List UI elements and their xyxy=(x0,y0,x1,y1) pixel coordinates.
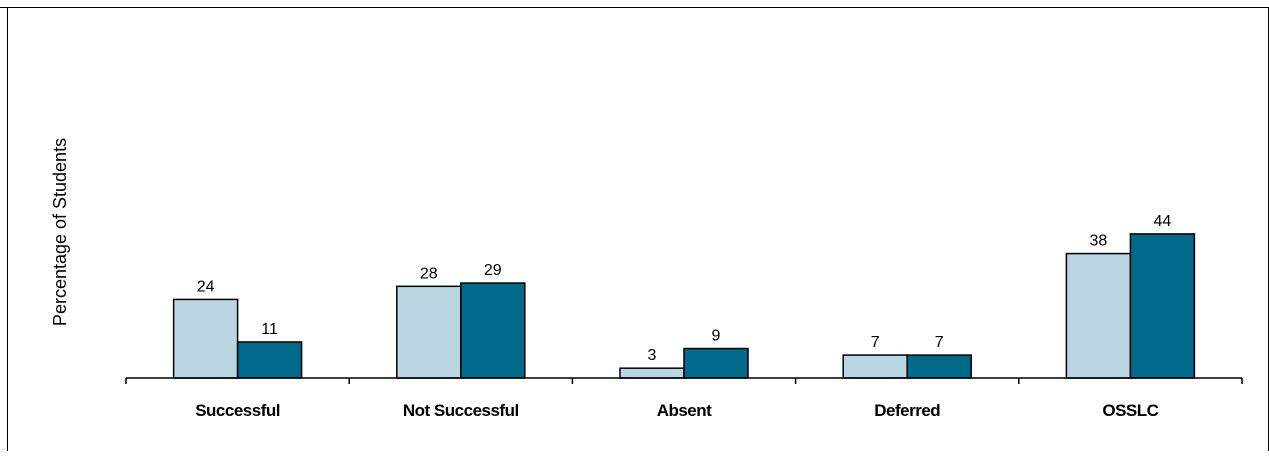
bar-absent-series-1 xyxy=(619,367,685,379)
bar-absent-series-2 xyxy=(683,347,749,379)
category-label: Successful xyxy=(195,401,280,420)
category-label: Absent xyxy=(657,401,712,420)
value-label: 9 xyxy=(712,328,721,345)
value-label: 28 xyxy=(420,265,438,282)
bar-successful-series-2 xyxy=(236,341,303,379)
x-axis: Successful Not Successful Absent Deferred OS… xyxy=(125,377,1243,420)
value-label: 38 xyxy=(1090,233,1108,250)
value-label: 44 xyxy=(1154,213,1172,230)
bar-deferred-series-1 xyxy=(842,354,908,379)
value-label: 7 xyxy=(871,334,880,351)
bar-osslc-series-1 xyxy=(1065,252,1132,379)
value-label: 7 xyxy=(935,334,944,351)
value-label: 29 xyxy=(484,262,502,279)
bars-layer xyxy=(172,233,1196,379)
bar-not-successful-series-1 xyxy=(396,285,462,379)
bar-osslc-series-2 xyxy=(1129,233,1196,379)
category-label: Deferred xyxy=(874,401,940,420)
category-label: OSSLC xyxy=(1102,401,1158,420)
value-labels-layer: 24 11 28 29 3 9 7 7 38 44 xyxy=(197,213,1172,364)
bar-deferred-series-2 xyxy=(906,354,972,379)
value-label: 3 xyxy=(648,347,657,364)
y-axis-title: Percentage of Students xyxy=(50,138,70,326)
bar-successful-series-1 xyxy=(172,298,239,379)
category-label: Not Successful xyxy=(403,401,519,420)
value-label: 11 xyxy=(261,321,278,338)
bar-not-successful-series-2 xyxy=(460,282,526,379)
value-label: 24 xyxy=(197,278,215,295)
